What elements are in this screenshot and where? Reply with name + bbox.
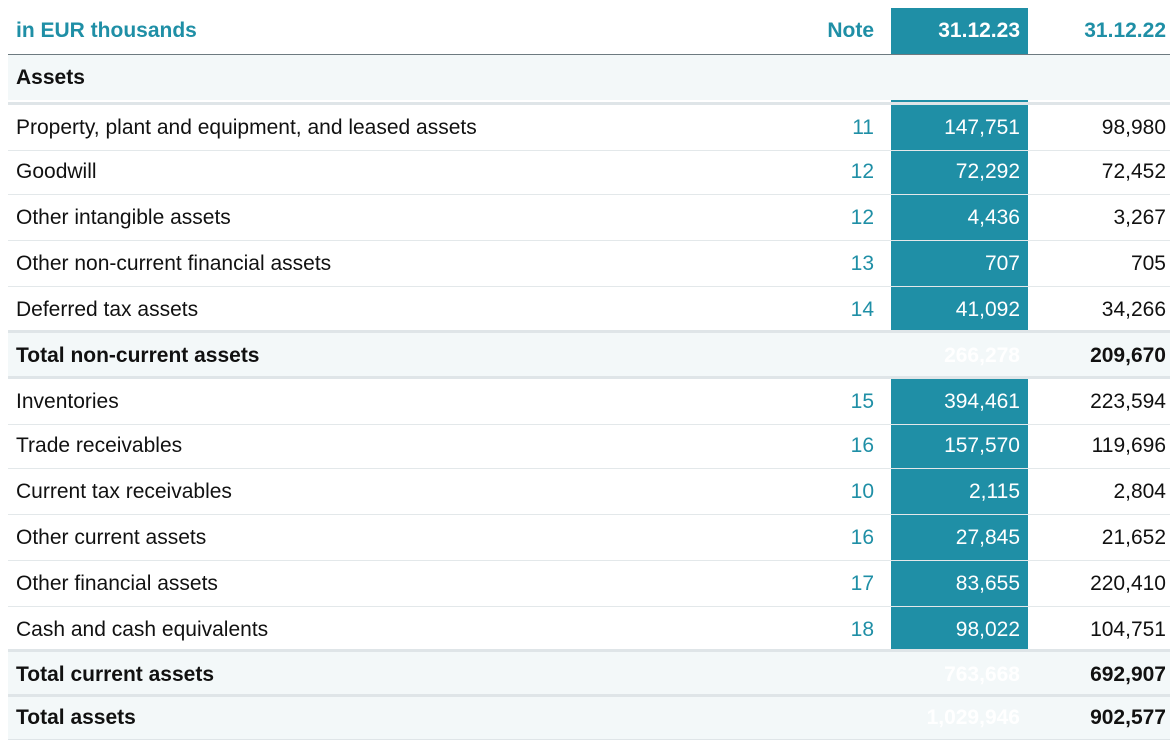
row-previous-value: 119,696: [1091, 433, 1166, 457]
row-previous-value: 98,980: [1101, 115, 1166, 139]
row-note: 17: [850, 571, 874, 595]
table-row: Other financial assets 17 83,655 220,410: [8, 561, 1170, 607]
row-previous-value: 220,410: [1090, 571, 1166, 595]
row-label: Goodwill: [16, 159, 97, 183]
row-note: 18: [850, 617, 874, 641]
row-previous-value: 223,594: [1090, 389, 1166, 413]
row-current-value: 83,655: [955, 571, 1020, 595]
table-row: Current tax receivables 10 2,115 2,804: [8, 469, 1170, 515]
previous-year-header: 31.12.22: [1084, 19, 1166, 42]
row-current-value: 27,845: [955, 525, 1020, 549]
table-header: in EUR thousands Note 31.12.23 31.12.22: [8, 8, 1170, 55]
row-note: 14: [850, 297, 874, 321]
row-current-value: 41,092: [955, 297, 1020, 321]
row-current-value: 1,029,946: [926, 706, 1020, 729]
row-label: Total assets: [16, 706, 136, 729]
row-label: Total non-current assets: [16, 343, 260, 367]
row-note: 16: [850, 525, 874, 549]
row-note: 12: [850, 205, 874, 229]
row-note: 13: [850, 251, 874, 275]
row-label: Inventories: [16, 389, 119, 413]
row-label: Other intangible assets: [16, 205, 231, 229]
row-previous-value: 21,652: [1101, 525, 1166, 549]
row-note: 12: [850, 159, 874, 183]
section-heading-row: Assets: [8, 55, 1170, 100]
table-row: Other current assets 16 27,845 21,652: [8, 515, 1170, 561]
row-note: 10: [850, 479, 874, 503]
subtotal-row: Total non-current assets 266,278 209,670: [8, 330, 1170, 378]
row-label: Other current assets: [16, 525, 207, 549]
row-label: Cash and cash equivalents: [16, 617, 269, 641]
table-row: Goodwill 12 72,292 72,452: [8, 149, 1170, 195]
row-current-value: 147,751: [944, 115, 1020, 139]
note-column-header: Note: [827, 19, 874, 42]
table-row: Trade receivables 16 157,570 119,696: [8, 423, 1170, 469]
row-current-value: 2,115: [969, 479, 1020, 503]
row-current-value: 157,570: [944, 433, 1020, 457]
current-year-header: 31.12.23: [938, 19, 1020, 42]
row-label: Property, plant and equipment, and lease…: [16, 115, 477, 139]
table-row: Deferred tax assets 14 41,092 34,266: [8, 287, 1170, 332]
row-current-value: 394,461: [944, 389, 1020, 413]
table-row: Other non-current financial assets 13 70…: [8, 241, 1170, 287]
subtotal-row: Total current assets 763,668 692,907: [8, 649, 1170, 697]
section-title: Assets: [16, 65, 85, 89]
row-label: Other non-current financial assets: [16, 251, 332, 275]
row-previous-value: 2,804: [1113, 479, 1166, 503]
row-previous-value: 34,266: [1101, 297, 1166, 321]
row-label: Current tax receivables: [16, 479, 232, 503]
row-label: Total current assets: [16, 662, 215, 686]
row-previous-value: 902,577: [1090, 706, 1166, 729]
row-current-value: 98,022: [955, 617, 1020, 641]
table-row: Cash and cash equivalents 18 98,022 104,…: [8, 607, 1170, 652]
units-caption: in EUR thousands: [16, 19, 197, 42]
row-current-value: 763,668: [944, 662, 1020, 686]
row-previous-value: 705: [1130, 251, 1166, 275]
row-previous-value: 209,670: [1090, 343, 1166, 367]
table-row: Other intangible assets 12 4,436 3,267: [8, 195, 1170, 241]
row-current-value: 4,436: [967, 205, 1020, 229]
row-previous-value: 692,907: [1090, 662, 1166, 686]
row-previous-value: 72,452: [1101, 159, 1166, 183]
row-previous-value: 104,751: [1090, 617, 1166, 641]
row-current-value: 266,278: [944, 343, 1020, 367]
row-current-value: 72,292: [955, 159, 1020, 183]
row-note: 16: [850, 433, 874, 457]
row-label: Other financial assets: [16, 571, 218, 595]
row-previous-value: 3,267: [1113, 205, 1166, 229]
grand-total-row: Total assets 1,029,946 902,577: [8, 694, 1170, 740]
row-label: Deferred tax assets: [16, 297, 199, 321]
table-row: Inventories 15 394,461 223,594: [8, 376, 1170, 425]
table-row: Property, plant and equipment, and lease…: [8, 102, 1170, 151]
row-note: 11: [852, 115, 874, 139]
row-note: 15: [850, 389, 874, 413]
row-label: Trade receivables: [16, 433, 183, 457]
row-current-value: 707: [984, 251, 1020, 275]
